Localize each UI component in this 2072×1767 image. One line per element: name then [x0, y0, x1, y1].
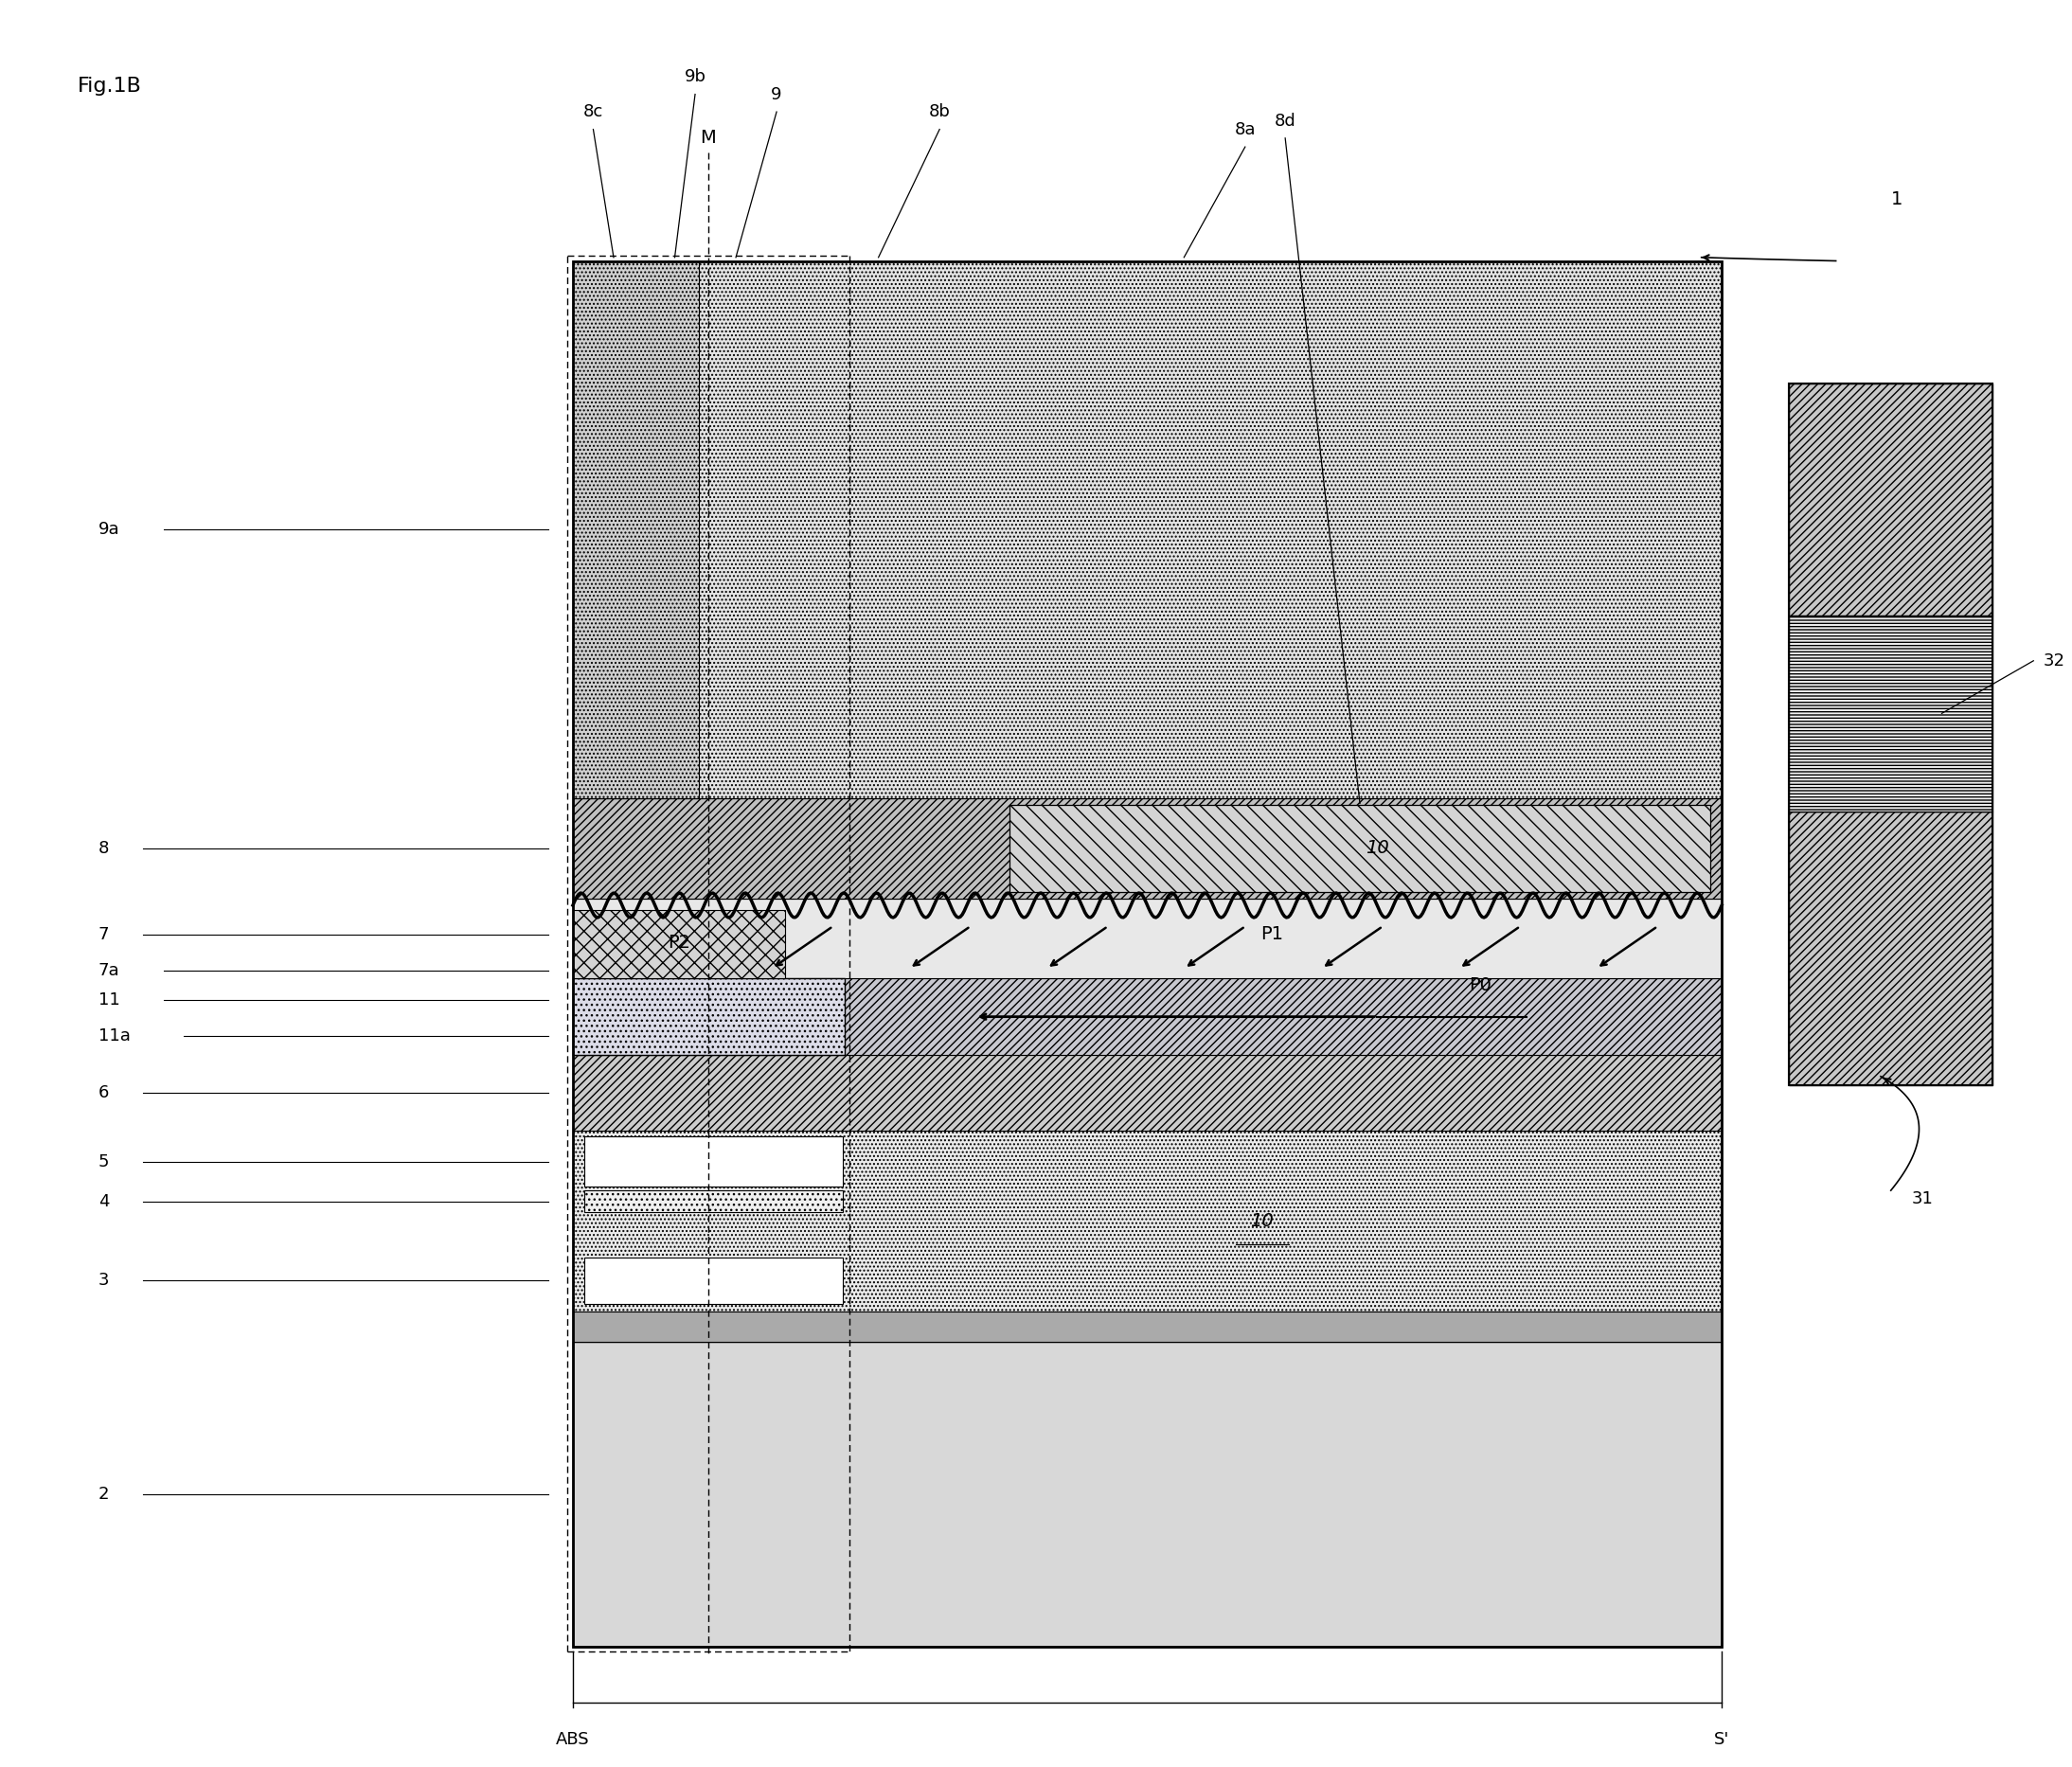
Bar: [572, 1131, 1722, 1311]
Text: 31: 31: [1910, 1191, 1933, 1207]
Text: 7a: 7a: [97, 961, 120, 979]
Bar: [572, 979, 1722, 1055]
Bar: [572, 262, 698, 799]
Text: P2: P2: [667, 933, 690, 951]
Text: 11: 11: [97, 991, 120, 1009]
Bar: [1788, 811, 1993, 1085]
Text: 2: 2: [97, 1486, 110, 1502]
Text: 8c: 8c: [582, 104, 603, 120]
Text: 3: 3: [97, 1272, 110, 1288]
Text: 8a: 8a: [1235, 122, 1256, 138]
Text: P1: P1: [1260, 926, 1283, 944]
Bar: [584, 1136, 843, 1187]
Bar: [572, 799, 1722, 898]
Text: 32: 32: [2043, 652, 2066, 670]
Bar: [1788, 383, 1993, 615]
Bar: [572, 979, 843, 1055]
Bar: [1009, 804, 1709, 892]
Text: 8b: 8b: [928, 104, 951, 120]
Text: ABS: ABS: [555, 1730, 591, 1748]
Text: 9b: 9b: [684, 69, 707, 85]
Bar: [572, 262, 1722, 799]
Text: 9: 9: [771, 87, 781, 102]
Text: 11a: 11a: [97, 1027, 131, 1044]
Bar: [1788, 615, 1993, 811]
Text: 1: 1: [1892, 191, 1902, 209]
Text: 9a: 9a: [97, 521, 120, 539]
Bar: [584, 1256, 843, 1304]
Text: 6: 6: [97, 1085, 110, 1101]
Text: 8: 8: [97, 839, 110, 857]
Bar: [572, 262, 1722, 1647]
Text: S': S': [1714, 1730, 1730, 1748]
Bar: [572, 1341, 1722, 1647]
Text: Fig.1B: Fig.1B: [79, 76, 143, 95]
Bar: [584, 1191, 843, 1212]
Text: 10: 10: [1251, 1212, 1274, 1230]
Text: P0: P0: [1469, 975, 1492, 993]
Bar: [572, 1311, 1722, 1341]
Text: M: M: [700, 129, 717, 147]
Text: 8d: 8d: [1274, 113, 1295, 129]
Bar: [572, 910, 785, 979]
Text: 7: 7: [97, 926, 110, 944]
Text: 4: 4: [97, 1193, 110, 1210]
Bar: [1788, 383, 1993, 1085]
Text: 5: 5: [97, 1154, 110, 1170]
Text: 10: 10: [1365, 839, 1388, 857]
Bar: [572, 1055, 1722, 1131]
Bar: [572, 898, 1722, 979]
